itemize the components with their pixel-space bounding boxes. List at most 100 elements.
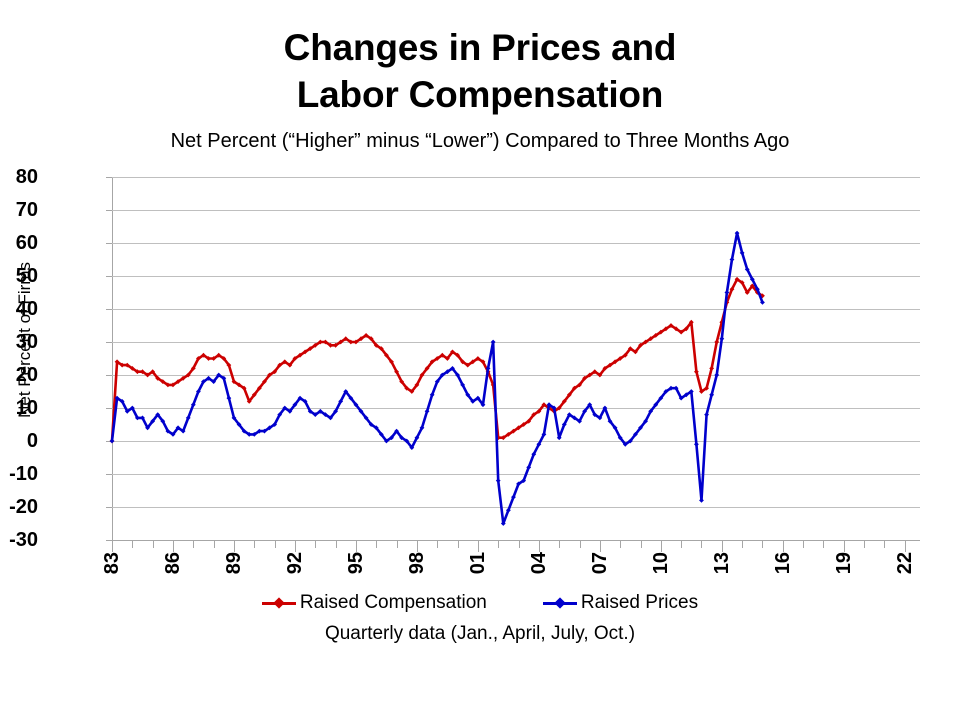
x-axis-minor-tick	[701, 541, 703, 548]
y-axis-tick	[106, 276, 112, 277]
y-tick-label: -10	[9, 463, 38, 485]
y-axis-tick	[106, 540, 112, 541]
series-plot	[109, 230, 765, 526]
x-axis-major-tick	[721, 541, 723, 552]
y-axis-tick	[106, 177, 112, 178]
gridline	[112, 474, 920, 475]
x-axis-major-tick	[233, 541, 235, 552]
x-axis-major-tick	[904, 541, 906, 552]
legend-line-marker-icon	[542, 597, 577, 609]
x-axis-minor-tick	[132, 541, 134, 548]
y-axis-line	[112, 177, 113, 540]
x-axis-major-tick	[112, 541, 113, 552]
y-tick-label: 50	[15, 265, 38, 287]
x-axis-major-tick	[294, 541, 296, 552]
x-axis-minor-tick	[518, 541, 520, 548]
legend-label-prices: Raised Prices	[580, 592, 699, 613]
x-axis-minor-tick	[884, 541, 886, 548]
x-tick-label: 10	[649, 552, 672, 575]
gridline	[112, 507, 920, 508]
x-axis-minor-tick	[335, 541, 337, 548]
x-tick-label: 07	[588, 552, 611, 575]
series-markers-prices	[109, 230, 765, 526]
gridline	[112, 276, 920, 277]
x-tick-label: 13	[710, 552, 733, 575]
chart-legend: Raised Compensation Raised Prices	[0, 592, 960, 614]
x-tick-label: 86	[161, 552, 184, 575]
plot-area	[106, 177, 920, 541]
y-axis-tick	[106, 507, 112, 508]
y-tick-label: 30	[15, 331, 38, 353]
x-axis-major-tick	[660, 541, 662, 552]
legend-item-compensation[interactable]: Raised Compensation	[261, 592, 487, 614]
y-tick-label: -30	[9, 529, 38, 551]
x-axis-major-tick	[843, 541, 845, 552]
y-axis-tick	[106, 474, 112, 475]
gridline	[112, 177, 920, 178]
y-tick-label: 70	[15, 199, 38, 221]
x-axis-minor-tick	[803, 541, 805, 548]
gridline	[112, 441, 920, 442]
x-tick-label: 89	[222, 552, 245, 575]
x-axis-major-tick	[172, 541, 174, 552]
legend-item-prices[interactable]: Raised Prices	[542, 592, 699, 614]
chart-footer-note: Quarterly data (Jan., April, July, Oct.)	[324, 623, 636, 644]
gridline	[112, 210, 920, 211]
y-tick-label: 0	[26, 430, 38, 452]
chart-title-line-1: Changes in Prices and	[283, 27, 677, 68]
x-axis-minor-tick	[823, 541, 825, 548]
y-tick-label: 10	[15, 397, 38, 419]
x-axis-minor-tick	[579, 541, 581, 548]
x-tick-label: 22	[893, 552, 916, 575]
legend-line-marker-icon	[261, 597, 296, 609]
y-axis-tick	[106, 441, 112, 442]
x-axis-minor-tick	[762, 541, 764, 548]
y-tick-label: 20	[15, 364, 38, 386]
x-tick-label: 01	[466, 552, 489, 575]
x-axis-minor-tick	[376, 541, 378, 548]
y-axis-tick	[106, 309, 112, 310]
gridline	[112, 375, 920, 376]
x-tick-label: 95	[344, 552, 367, 575]
y-tick-label: 60	[15, 232, 38, 254]
chart-subtitle: Net Percent (“Higher” minus “Lower”) Com…	[170, 130, 790, 152]
y-tick-label: -20	[9, 496, 38, 518]
x-tick-label: 92	[283, 552, 306, 575]
x-axis-minor-tick	[640, 541, 642, 548]
x-axis-minor-tick	[152, 541, 154, 548]
gridline	[112, 309, 920, 310]
x-axis-minor-tick	[681, 541, 683, 548]
y-axis-tick	[106, 210, 112, 211]
x-tick-label: 19	[832, 552, 855, 575]
y-axis-tick	[106, 375, 112, 376]
x-axis-major-tick	[477, 541, 479, 552]
x-axis-major-tick	[355, 541, 357, 552]
x-axis-minor-tick	[213, 541, 215, 548]
x-axis-line	[112, 540, 920, 541]
chart-title-block: Changes in Prices and Labor Compensation	[0, 24, 960, 118]
x-axis-minor-tick	[396, 541, 398, 548]
x-axis-major-tick	[599, 541, 601, 552]
x-axis-major-tick	[782, 541, 784, 552]
x-axis-minor-tick	[457, 541, 459, 548]
y-axis-tick	[106, 408, 112, 409]
x-axis-minor-tick	[315, 541, 317, 548]
x-axis-minor-tick	[437, 541, 439, 548]
x-axis-minor-tick	[864, 541, 866, 548]
x-axis-major-tick	[538, 541, 540, 552]
x-axis-minor-tick	[254, 541, 256, 548]
gridline	[112, 342, 920, 343]
chart-title-line-2: Labor Compensation	[296, 74, 664, 115]
gridline	[112, 243, 920, 244]
y-axis-tick	[106, 342, 112, 343]
y-tick-label: 80	[15, 166, 38, 188]
y-axis-tick	[106, 243, 112, 244]
x-tick-label: 83	[101, 552, 123, 575]
y-tick-label: 40	[15, 298, 38, 320]
x-axis-minor-tick	[274, 541, 276, 548]
x-tick-label: 16	[771, 552, 794, 575]
legend-label-compensation: Raised Compensation	[299, 592, 487, 613]
x-axis-minor-tick	[620, 541, 622, 548]
x-axis-minor-tick	[498, 541, 500, 548]
